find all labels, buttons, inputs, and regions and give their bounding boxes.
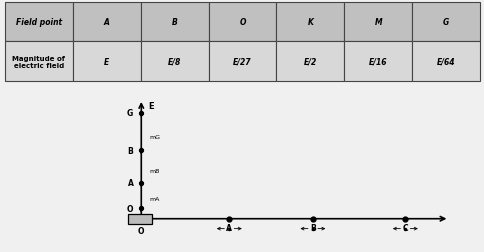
- Text: O: O: [138, 227, 144, 235]
- Text: O: O: [127, 204, 133, 213]
- Text: B: B: [127, 146, 133, 155]
- Text: E: E: [148, 101, 153, 110]
- Text: G: G: [127, 109, 133, 118]
- Text: A: A: [127, 179, 133, 187]
- Text: mB: mB: [149, 169, 159, 174]
- Text: C: C: [402, 224, 408, 233]
- Bar: [128, 215, 152, 224]
- Text: A: A: [226, 224, 232, 233]
- Text: B: B: [309, 224, 315, 233]
- Text: mG: mG: [149, 135, 160, 140]
- Text: mA: mA: [149, 196, 159, 201]
